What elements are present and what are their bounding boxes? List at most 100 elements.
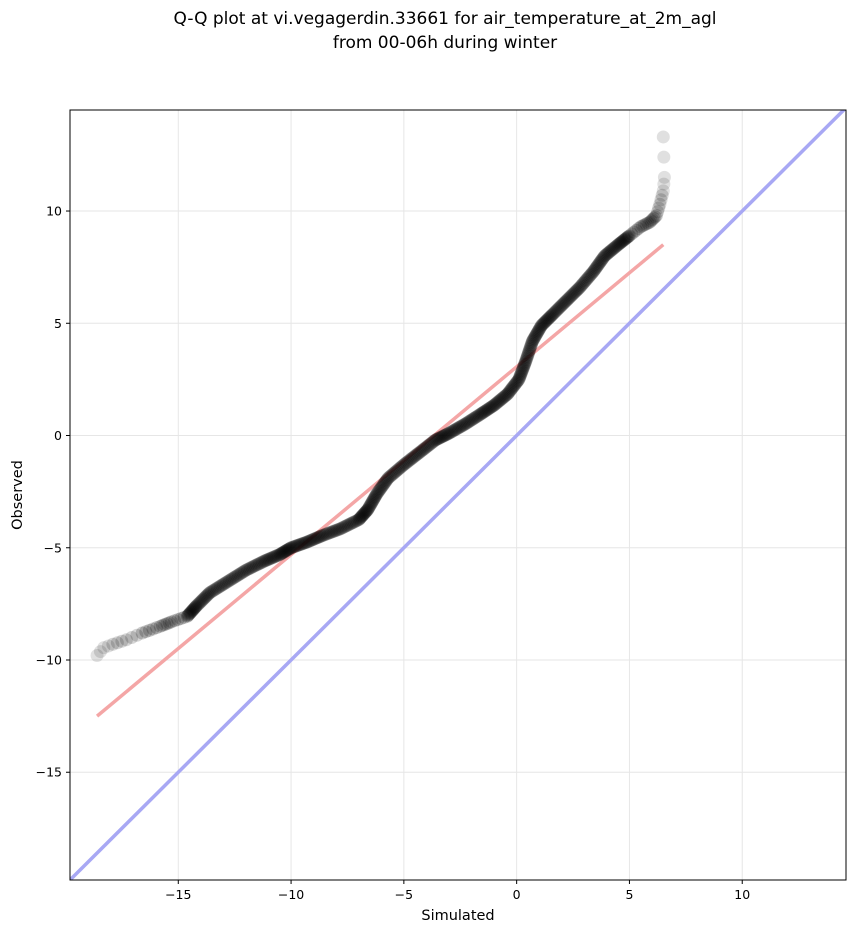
qq-point <box>262 552 276 566</box>
qq-point <box>439 428 453 442</box>
qq-point <box>488 397 502 411</box>
qq-point <box>280 543 294 557</box>
qq-point <box>423 437 437 451</box>
qq-point <box>337 520 351 534</box>
qq-point <box>603 244 617 258</box>
qq-point <box>421 439 435 453</box>
qq-point <box>369 488 383 502</box>
qq-point <box>562 292 576 306</box>
qq-point <box>656 184 670 198</box>
qq-point <box>206 584 220 598</box>
qq-point <box>564 289 578 303</box>
qq-point <box>413 445 427 459</box>
qq-point <box>506 380 520 394</box>
qq-point <box>437 429 451 443</box>
qq-point <box>347 515 361 529</box>
qq-point <box>567 286 581 300</box>
qq-point <box>637 218 651 232</box>
qq-point <box>611 238 625 252</box>
qq-point <box>409 448 423 462</box>
qq-point <box>513 369 527 383</box>
qq-point <box>650 209 664 223</box>
qq-point <box>470 410 484 424</box>
x-tick-label: −10 <box>278 887 304 902</box>
qq-point <box>343 517 357 531</box>
qq-point <box>269 549 283 563</box>
qq-point <box>349 514 363 528</box>
qq-point <box>308 532 322 546</box>
qq-point <box>588 262 602 276</box>
qq-point <box>580 272 594 286</box>
qq-point <box>277 545 291 559</box>
qq-point <box>569 284 583 298</box>
qq-point <box>392 462 406 476</box>
qq-point <box>495 392 509 406</box>
qq-point <box>305 533 319 547</box>
qq-point <box>271 548 285 562</box>
qq-point <box>481 402 495 416</box>
qq-point <box>463 414 477 428</box>
qq-point <box>617 233 631 247</box>
qq-point <box>521 346 535 360</box>
qq-point <box>255 555 269 569</box>
qq-point <box>528 330 542 344</box>
qq-point <box>530 326 544 340</box>
qq-point <box>521 348 535 362</box>
qq-point <box>189 600 203 614</box>
qq-point <box>186 603 200 617</box>
qq-point <box>417 442 431 456</box>
qq-point <box>183 607 197 621</box>
qq-point <box>573 280 587 294</box>
qq-point <box>254 556 268 570</box>
qq-point <box>485 400 499 414</box>
qq-point <box>181 608 195 622</box>
qq-point <box>130 628 144 642</box>
qq-point <box>543 310 557 324</box>
qq-point <box>568 285 582 299</box>
qq-point <box>528 329 542 343</box>
qq-point <box>402 454 416 468</box>
data-points <box>90 130 671 663</box>
qq-point <box>460 416 474 430</box>
qq-point <box>273 547 287 561</box>
qq-point <box>197 591 211 605</box>
qq-point <box>563 290 577 304</box>
x-axis-label: Simulated <box>421 908 494 924</box>
qq-point <box>560 293 574 307</box>
qq-point <box>218 576 232 590</box>
qq-point <box>577 275 591 289</box>
qq-point <box>436 429 450 443</box>
qq-point <box>393 461 407 475</box>
qq-point <box>459 416 473 430</box>
qq-point <box>313 530 327 544</box>
qq-point <box>381 471 395 485</box>
qq-point <box>558 295 572 309</box>
qq-point <box>449 423 463 437</box>
qq-point <box>647 211 661 225</box>
qq-point <box>643 215 657 229</box>
qq-point <box>328 524 342 538</box>
qq-point <box>582 270 596 284</box>
qq-point <box>549 304 563 318</box>
qq-point <box>101 639 115 653</box>
qq-point <box>338 519 352 533</box>
qq-point <box>375 479 389 493</box>
qq-point <box>422 438 436 452</box>
qq-point <box>261 553 275 567</box>
qq-point <box>203 586 217 600</box>
qq-point <box>270 549 284 563</box>
qq-point <box>139 625 153 639</box>
qq-point <box>557 296 571 310</box>
x-tick-label: 0 <box>513 887 521 902</box>
qq-point <box>517 359 531 373</box>
qq-point <box>462 415 476 429</box>
qq-point <box>299 536 313 550</box>
qq-point <box>334 522 348 536</box>
qq-point <box>541 312 555 326</box>
qq-point <box>230 569 244 583</box>
qq-point <box>512 372 526 386</box>
qq-point <box>494 393 508 407</box>
qq-point <box>382 470 396 484</box>
qq-point <box>606 242 620 256</box>
